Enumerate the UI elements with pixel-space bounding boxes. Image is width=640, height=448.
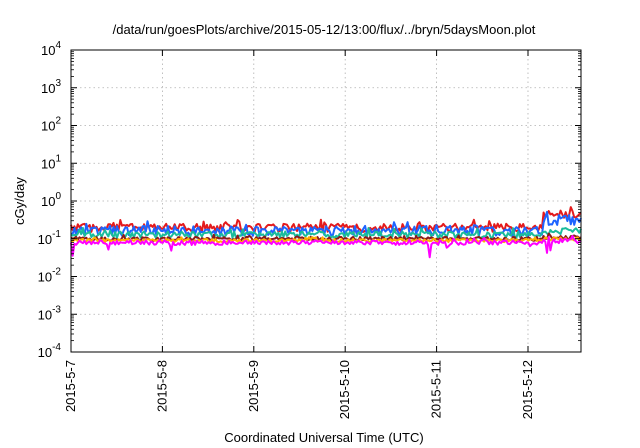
y-axis-label: cGy/day <box>12 177 27 225</box>
series-layer <box>70 206 582 259</box>
x-axis-label: Coordinated Universal Time (UTC) <box>224 430 423 445</box>
x-tick-label: 2015-5-10 <box>337 360 352 419</box>
chart-title: /data/run/goesPlots/archive/2015-05-12/1… <box>113 22 536 37</box>
grid <box>71 50 581 352</box>
x-tick-label: 2015-5-7 <box>63 360 78 412</box>
x-tick-label: 2015-5-12 <box>520 360 535 419</box>
series-line <box>70 210 582 237</box>
series-line <box>70 235 582 259</box>
x-tick-label: 2015-5-11 <box>429 360 444 418</box>
x-tick-label: 2015-5-8 <box>154 360 169 412</box>
x-tick-label: 2015-5-9 <box>246 360 261 412</box>
x-axis-ticks: 2015-5-7 2015-5-8 2015-5-9 2015-5-10 2015-5-… <box>63 50 535 419</box>
series-line <box>70 206 582 234</box>
series-line <box>70 236 582 244</box>
